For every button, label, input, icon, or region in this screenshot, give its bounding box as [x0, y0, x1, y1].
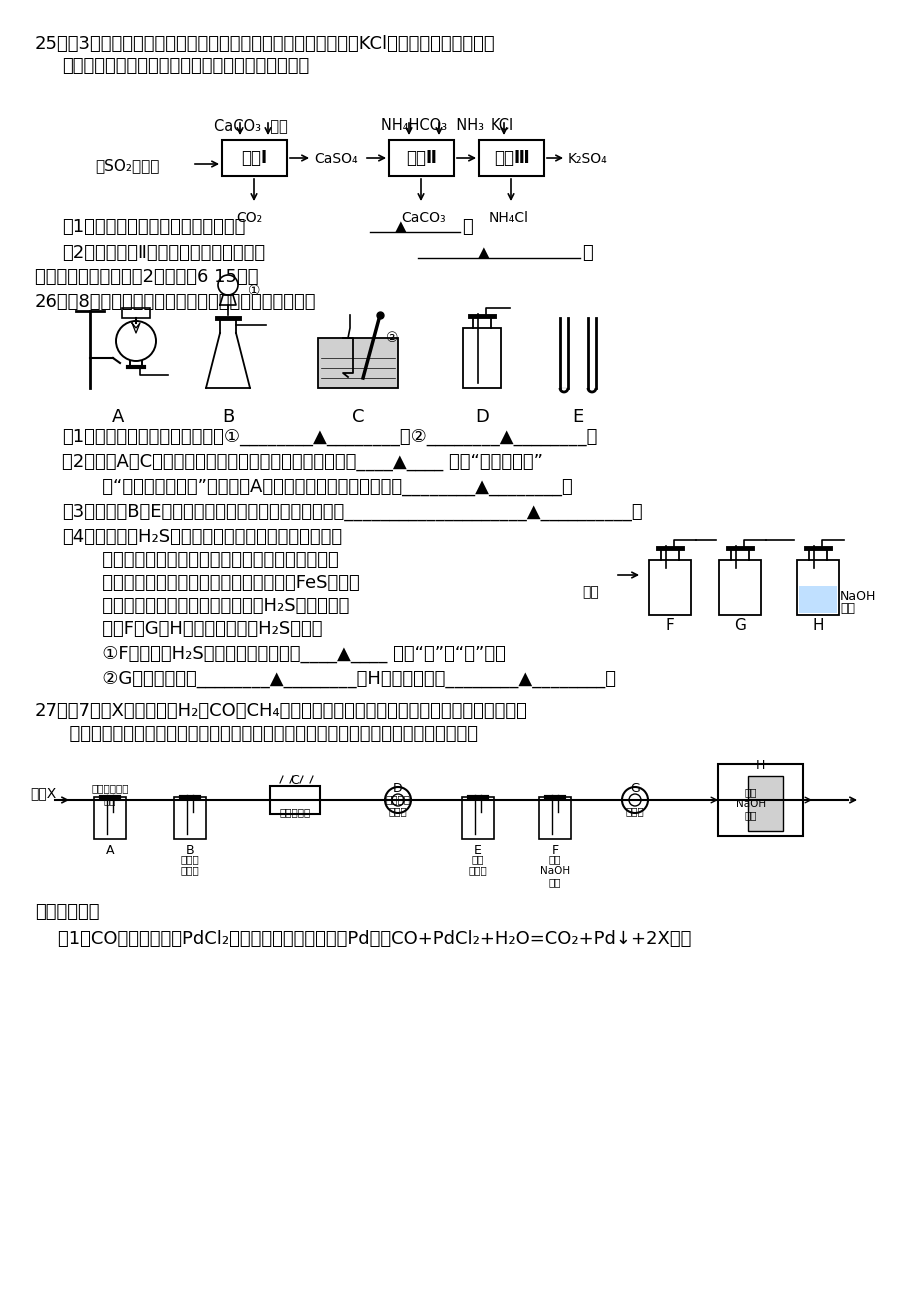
Text: ②G装置的作用是________▲________，H装置的作用是________▲________。: ②G装置的作用是________▲________，H装置的作用是_______…: [62, 670, 616, 688]
Text: D: D: [392, 783, 403, 796]
Bar: [798, 586, 836, 614]
Text: （4）硫化氢（H₂S）是有毒气体，能溶于水形成氢硫酸: （4）硫化氢（H₂S）是有毒气体，能溶于水形成氢硫酸: [62, 528, 342, 546]
Text: （2）若用A、C装置组合制取氧气，收集氧气完毕时，应先____▲____ （填“息灭酒精灯”: （2）若用A、C装置组合制取氧气，收集氧气完毕时，应先____▲____ （填“…: [62, 452, 542, 471]
Circle shape: [116, 321, 156, 361]
Text: （3）写出用B、E装置组合制取某气体的化学反应方程式____________________▲__________。: （3）写出用B、E装置组合制取某气体的化学反应方程式______________…: [62, 503, 642, 521]
Text: 。: 。: [461, 218, 472, 237]
Text: 26．（8分）下图为实验室常用的实验装置，回答问题：: 26．（8分）下图为实验室常用的实验装置，回答问题：: [35, 292, 316, 311]
Text: ①F用于收集H₂S，说明其密度比空气____▲____ （填“大”或“小”）。: ①F用于收集H₂S，说明其密度比空气____▲____ （填“大”或“小”）。: [62, 645, 505, 663]
Bar: [221, 140, 287, 176]
Bar: [389, 140, 453, 176]
Text: A: A: [112, 408, 124, 426]
Text: 右图F、G、H装置组合来收集H₂S气体。: 右图F、G、H装置组合来收集H₂S气体。: [62, 620, 323, 638]
Text: D: D: [474, 408, 488, 426]
Text: 足量
NaOH
溶液: 足量 NaOH 溶液: [735, 788, 766, 820]
Text: E: E: [473, 844, 482, 857]
Text: F: F: [665, 618, 674, 633]
Bar: [717, 764, 802, 836]
Bar: [174, 797, 206, 838]
Text: NaOH: NaOH: [839, 590, 876, 603]
Text: CaCO₃: CaCO₃: [401, 211, 445, 225]
Text: CaSO₄: CaSO₄: [313, 152, 357, 166]
Text: ▲: ▲: [478, 244, 489, 260]
Bar: [462, 328, 501, 387]
Text: B: B: [186, 844, 194, 857]
Text: （1）写出带有标号仪器的名称：①________▲________；②________▲________。: （1）写出带有标号仪器的名称：①________▲________；②_____…: [62, 428, 596, 446]
Text: G: G: [630, 783, 640, 796]
Text: （1）CO和二氯化鉢（PdCl₂）溶液反应产生黑色鉢（Pd）：CO+PdCl₂+H₂O=CO₂+Pd↓+2X，该: （1）CO和二氯化鉢（PdCl₂）溶液反应产生黑色鉢（Pd）：CO+PdCl₂+…: [35, 930, 690, 948]
Text: G: G: [733, 618, 745, 633]
Text: 或“从水中取出导管”），写出A装置中发生反应的化学方程式________▲________。: 或“从水中取出导管”），写出A装置中发生反应的化学方程式________▲___…: [62, 478, 573, 497]
Text: F: F: [550, 844, 558, 857]
Text: H: H: [811, 618, 823, 633]
Text: 似）。实验室通常用块状固体硫化亚铁（FeS）和稀: 似）。实验室通常用块状固体硫化亚铁（FeS）和稀: [62, 575, 359, 592]
Bar: [461, 797, 494, 838]
Bar: [479, 140, 543, 176]
Text: NH₄HCO₃  NH₃: NH₄HCO₃ NH₃: [380, 118, 483, 133]
Text: E: E: [572, 408, 583, 426]
Bar: [747, 776, 782, 831]
Text: 。: 。: [582, 244, 592, 263]
Circle shape: [384, 786, 411, 812]
Bar: [269, 786, 320, 814]
Text: 27．（7分）X混合气体由H₂、CO、CH₄的成分组成，为检验气体的成分设计了如下的实验装: 27．（7分）X混合气体由H₂、CO、CH₄的成分组成，为检验气体的成分设计了如…: [35, 702, 528, 720]
Bar: [539, 797, 571, 838]
Text: 足量
NaOH
溶液: 足量 NaOH 溶液: [539, 854, 570, 887]
Text: 四、实验题（本题包括2小题，兲6 15分）: 四、实验题（本题包括2小题，兲6 15分）: [35, 268, 258, 286]
Text: 气体X: 气体X: [30, 786, 56, 800]
Bar: [318, 338, 398, 387]
Text: CO₂: CO₂: [236, 211, 262, 225]
Text: 含SO₂的尾气: 含SO₂的尾气: [95, 159, 159, 173]
Text: ①: ①: [248, 283, 260, 298]
Text: 澄清
石灰水: 澄清 石灰水: [468, 854, 487, 876]
Text: KCl: KCl: [491, 118, 514, 133]
Text: 笼石灰: 笼石灰: [625, 806, 643, 816]
Text: 反应Ⅲ: 反应Ⅲ: [494, 150, 528, 166]
Text: 气体: 气体: [582, 585, 598, 599]
Text: 要应用价值的硫酸鿨等物质。合成流程如下图所示：: 要应用价值的硫酸鿨等物质。合成流程如下图所示：: [62, 57, 309, 75]
Circle shape: [621, 786, 647, 812]
Text: 25．（3分）以二氧化硫尾气、石灰石、空气、碳酸氢铵、氨气和KCl等为原料可以合成有重: 25．（3分）以二氧化硫尾气、石灰石、空气、碳酸氢铵、氨气和KCl等为原料可以合…: [35, 35, 495, 53]
Text: 足量二氧化鉢
溶液: 足量二氧化鉢 溶液: [91, 784, 129, 805]
Text: （2）写出反应Ⅱ的总反应的化学方程式：: （2）写出反应Ⅱ的总反应的化学方程式：: [62, 244, 265, 263]
Bar: [719, 560, 760, 615]
Text: 溶液: 溶液: [839, 602, 854, 615]
Text: K₂SO₄: K₂SO₄: [567, 152, 607, 166]
Text: C: C: [351, 408, 364, 426]
Text: H: H: [754, 759, 764, 772]
Text: 足量氧化铁: 足量氧化铁: [279, 807, 311, 816]
Text: 足量无水
硫酸铜: 足量无水 硫酸铜: [385, 794, 410, 816]
Bar: [648, 560, 690, 615]
Text: NH₄Cl: NH₄Cl: [489, 211, 528, 225]
Text: ▲: ▲: [394, 218, 406, 234]
Text: 反应Ⅱ: 反应Ⅱ: [405, 150, 437, 166]
Text: 「查阅资料」: 「查阅资料」: [35, 903, 99, 920]
Bar: [122, 308, 150, 318]
Circle shape: [218, 276, 238, 295]
Text: ②: ②: [386, 332, 398, 344]
Bar: [94, 797, 126, 838]
Text: A: A: [106, 844, 114, 857]
Text: CaCO₃  空气: CaCO₃ 空气: [214, 118, 288, 133]
Text: 足量的
浓硫酸: 足量的 浓硫酸: [180, 854, 199, 876]
Text: 反应Ⅰ: 反应Ⅰ: [241, 150, 267, 166]
Text: 硫酸混合，在常温下发生反应制得H₂S。某同学用: 硫酸混合，在常温下发生反应制得H₂S。某同学用: [62, 597, 349, 615]
Text: B: B: [221, 408, 233, 426]
Text: （1）上述流程中可循环使用的物质是: （1）上述流程中可循环使用的物质是: [62, 218, 245, 237]
Text: C: C: [290, 774, 299, 786]
Text: （氢硫酸是硫化氢的水溶液，其化学性质与盐酸相: （氢硫酸是硫化氢的水溶液，其化学性质与盐酸相: [62, 551, 338, 569]
Text: 置（注：夹持装置未画出；无水硫酸铜遇水由白色变成蓝色，可用于检验水的存在）：: 置（注：夹持装置未画出；无水硫酸铜遇水由白色变成蓝色，可用于检验水的存在）：: [35, 725, 478, 744]
Bar: [796, 560, 838, 615]
